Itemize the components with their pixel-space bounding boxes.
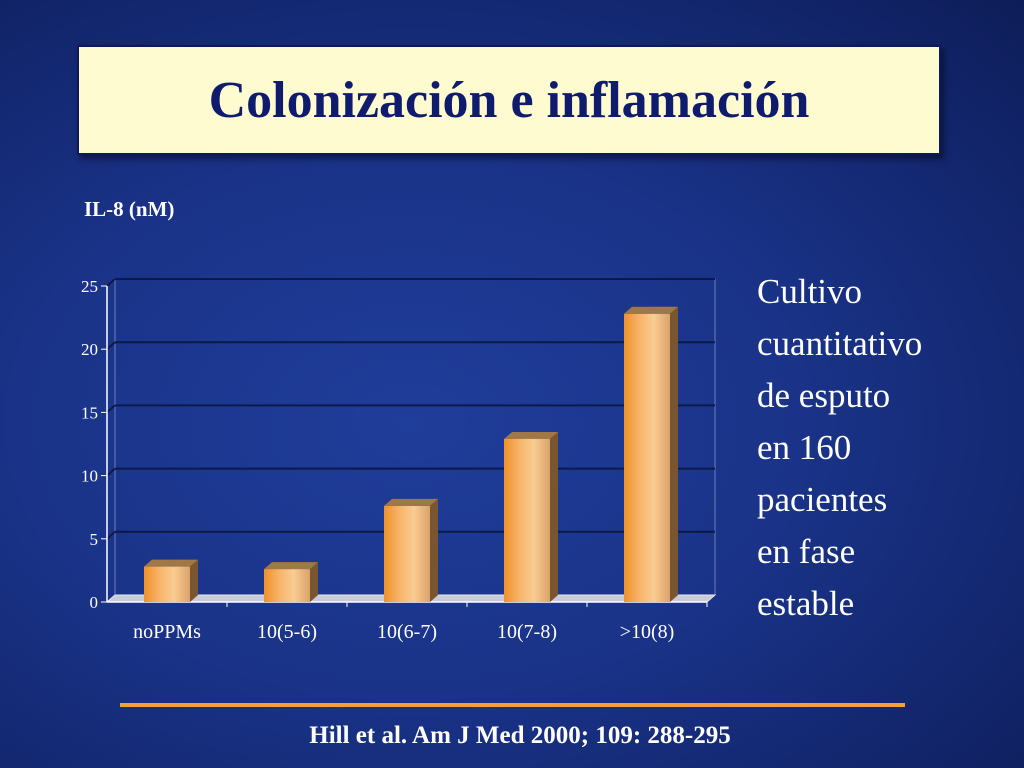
bar xyxy=(624,313,670,602)
y-tick-label: 25 xyxy=(81,277,98,296)
bar-side xyxy=(430,498,438,602)
bar-top xyxy=(264,562,318,570)
y-tick-label: 15 xyxy=(81,403,98,422)
bar-top xyxy=(384,498,438,506)
bar-side xyxy=(550,431,558,602)
gridline-diagonal xyxy=(106,467,116,477)
divider-rule xyxy=(120,703,905,707)
side-text-line: de esputo xyxy=(757,376,891,415)
bar-side xyxy=(190,559,198,602)
side-wall xyxy=(106,277,116,604)
y-tick-label: 10 xyxy=(81,467,98,486)
side-text-line: estable xyxy=(757,584,855,623)
title-box: Colonización e inflamación xyxy=(77,45,941,155)
gridline-diagonal xyxy=(106,278,116,287)
x-tick-label: 10(6-7) xyxy=(377,621,437,643)
y-tick-label: 0 xyxy=(90,593,99,612)
side-text-line: pacientes xyxy=(757,480,888,519)
x-tick-label: 10(7-8) xyxy=(497,621,557,643)
bar-top xyxy=(504,431,558,439)
x-tick-label: >10(8) xyxy=(620,621,675,643)
side-text-line: en 160 xyxy=(757,428,852,467)
gridline-diagonal xyxy=(106,341,116,350)
bar xyxy=(264,569,310,602)
side-text-line: cuantitativo xyxy=(757,324,923,363)
bar xyxy=(384,505,430,602)
y-tick-label: 5 xyxy=(90,530,99,549)
side-text-line: Cultivo xyxy=(757,272,863,311)
y-tick-label: 20 xyxy=(81,340,98,359)
citation: Hill et al. Am J Med 2000; 109: 288-295 xyxy=(309,722,731,749)
gridline-diagonal xyxy=(106,404,116,414)
bar xyxy=(144,566,190,602)
bar-top xyxy=(144,559,198,567)
bar-side xyxy=(310,562,318,602)
y-axis-label: IL-8 (nM) xyxy=(84,197,175,221)
side-text: Cultivo cuantitativo de esputo en 160 pa… xyxy=(757,266,1017,630)
slide-title: Colonización e inflamación xyxy=(208,71,810,129)
side-text-line: en fase xyxy=(757,532,856,571)
bar-side xyxy=(670,306,678,602)
bar xyxy=(504,438,550,602)
x-tick-label: noPPMs xyxy=(133,621,201,643)
x-tick-label: 10(5-6) xyxy=(257,621,317,643)
gridline-diagonal xyxy=(106,531,116,540)
bar-top xyxy=(624,306,678,314)
